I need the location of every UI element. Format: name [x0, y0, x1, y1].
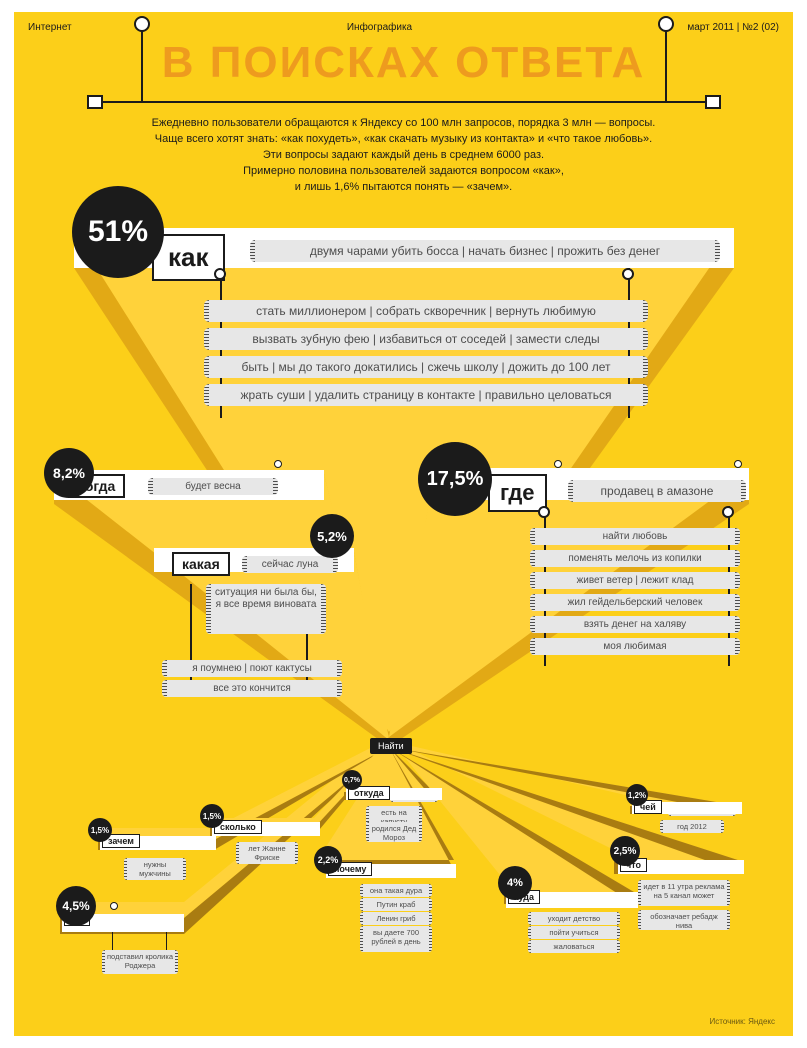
kogda-line: ситуация ни была бы, я все время виноват… — [206, 584, 326, 634]
pct-kto: 4,5% — [56, 886, 96, 926]
pct-value: 1,5% — [203, 812, 221, 821]
kak-line: быть | мы до такого докатились | сжечь ш… — [204, 356, 648, 378]
label-gde: где — [488, 474, 547, 512]
kogda-line: я поумнею | поют кактусы — [162, 660, 342, 677]
pct-gde: 17,5% — [418, 442, 492, 516]
pct-value: 17,5% — [427, 468, 484, 491]
kuda-line: пойти учиться — [528, 926, 620, 939]
pulley-icon — [110, 902, 118, 910]
kak-headline: двумя чарами убить босса | начать бизнес… — [250, 240, 720, 262]
gde-line: поменять мелочь из копилки — [530, 550, 740, 567]
intro-line: Ежедневно пользователи обращаются к Янде… — [152, 117, 656, 129]
pct-value: 4% — [507, 877, 523, 889]
otkuda-line: родился Дед Мороз — [366, 822, 422, 842]
gde-line: найти любовь — [530, 528, 740, 545]
kakaya-headline: сейчас луна — [242, 556, 338, 573]
pct-value: 0,7% — [344, 777, 360, 784]
gde-line: моя любимая — [530, 638, 740, 655]
pct-kogda: 8,2% — [44, 448, 94, 498]
pct-value: 2,5% — [614, 846, 637, 857]
pct-chei: 1,2% — [626, 784, 648, 806]
chei-line: год 2012 — [660, 820, 724, 833]
intro-line: и лишь 1,6% пытаются понять — «зачем». — [295, 181, 512, 193]
pct-value: 1,2% — [628, 791, 646, 800]
gde-line: живет ветер | лежит клад — [530, 572, 740, 589]
kak-line: стать миллионером | собрать скворечник |… — [204, 300, 648, 322]
gde-line: взять денег на халяву — [530, 616, 740, 633]
label-kakaya: какая — [172, 552, 230, 576]
infographic-frame: Интернет Инфографика март 2011 | №2 (02)… — [14, 12, 793, 1036]
pct-value: 2,2% — [318, 855, 339, 865]
pct-zachem: 1,5% — [88, 818, 112, 842]
pct-otkuda: 0,7% — [342, 770, 362, 790]
pct-skolko: 1,5% — [200, 804, 224, 828]
pulley-icon — [734, 460, 742, 468]
kto-line: подставил кролика Роджера — [102, 950, 178, 974]
pulley-icon — [622, 268, 634, 280]
search-button[interactable]: Найти — [370, 738, 412, 754]
pct-pochemu: 2,2% — [314, 846, 342, 874]
pct-kakaya: 5,2% — [310, 514, 354, 558]
pct-value: 1,5% — [91, 826, 109, 835]
zachem-line: нужны мужчины — [124, 858, 186, 880]
pct-value: 4,5% — [62, 899, 89, 913]
gde-headline: продавец в амазоне — [568, 480, 746, 502]
pct-value: 51% — [88, 215, 148, 249]
kogda-line: все это кончится — [162, 680, 342, 697]
skolko-line: лет Жанне Фриске — [236, 842, 298, 864]
kak-line: вызвать зубную фею | избавиться от сосед… — [204, 328, 648, 350]
kak-line: жрать суши | удалить страницу в контакте… — [204, 384, 648, 406]
pct-value: 5,2% — [317, 529, 347, 544]
pochemu-line: Ленин гриб — [360, 912, 432, 925]
intro-line: Эти вопросы задают каждый день в среднем… — [263, 149, 544, 161]
rail — [190, 584, 192, 694]
chto-line: обозначает ребадж нива — [638, 910, 730, 930]
pct-kuda: 4% — [498, 866, 532, 900]
pochemu-line: она такая дура — [360, 884, 432, 897]
kogda-headline: будет весна — [148, 478, 278, 495]
intro-line: Чаще всего хотят знать: «как похудеть», … — [155, 133, 652, 145]
pct-kak: 51% — [72, 186, 164, 278]
pulley-icon — [554, 460, 562, 468]
pulley-icon — [538, 506, 550, 518]
pochemu-line: Путин краб — [360, 898, 432, 911]
kuda-line: жаловаться — [528, 940, 620, 953]
pct-chto: 2,5% — [610, 836, 640, 866]
chto-line: идет в 11 утра реклама на 5 канал может — [638, 880, 730, 906]
pulley-icon — [214, 268, 226, 280]
gde-line: жил гейдельберский человек — [530, 594, 740, 611]
pulley-icon — [274, 460, 282, 468]
kuda-line: уходит детство — [528, 912, 620, 925]
pulley-icon — [722, 506, 734, 518]
intro-line: Примерно половина пользователей задаются… — [243, 165, 564, 177]
intro-text: Ежедневно пользователи обращаются к Янде… — [14, 116, 793, 196]
pct-value: 8,2% — [53, 465, 85, 481]
pochemu-line: вы даете 700 рублей в день — [360, 926, 432, 952]
main-title: В ПОИСКАХ ОТВЕТА — [14, 38, 793, 88]
source-credit: Источник: Яндекс — [710, 1017, 776, 1026]
